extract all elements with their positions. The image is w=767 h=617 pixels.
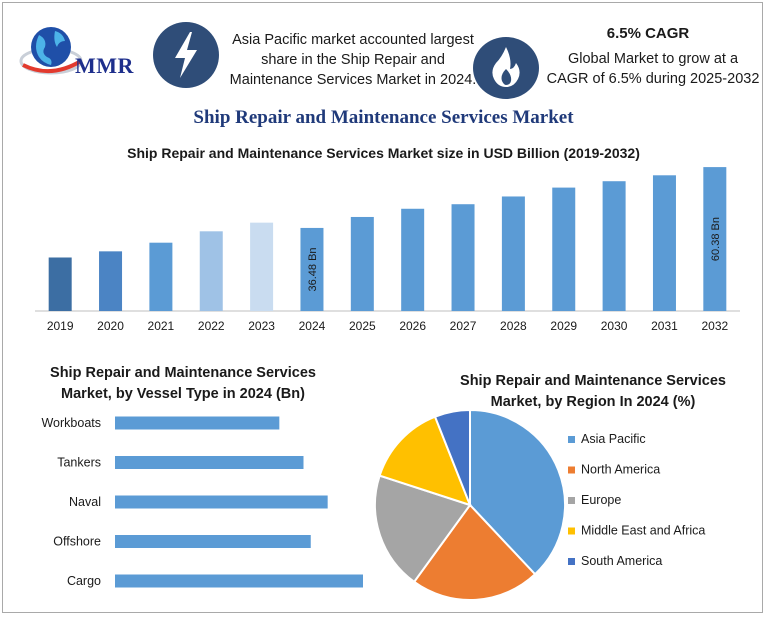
bar-2030 — [602, 181, 626, 311]
vessel-label-tankers: Tankers — [57, 456, 101, 470]
bar-2032 — [703, 167, 727, 311]
region-pie-chart: Asia Pacific North America Europe Middle Ea… — [374, 408, 705, 601]
highlight-line-2: share in the Ship Repair and — [261, 52, 445, 68]
legend-swatch-4 — [568, 558, 575, 565]
legend-label-middle-east-and-africa: Middle East and Africa — [581, 524, 705, 538]
lightning-bolt-icon — [153, 22, 219, 88]
legend-swatch-0 — [568, 436, 575, 443]
bar-2022 — [199, 231, 223, 311]
pie-slice-europe — [374, 474, 472, 584]
vessel-bar-tankers — [115, 456, 304, 469]
legend-label-europe: Europe — [581, 493, 621, 507]
pie-slice-north-america — [412, 503, 537, 601]
vessel-title-line-1: Ship Repair and Maintenance Services — [50, 365, 316, 381]
bar-2024 — [300, 227, 324, 311]
x-tick-2031: 2031 — [651, 319, 678, 333]
x-tick-2021: 2021 — [148, 319, 175, 333]
cagr-heading: 6.5% CAGR — [606, 25, 690, 42]
vessel-label-workboats: Workboats — [41, 416, 101, 430]
bar-2031 — [652, 175, 676, 311]
bar-2020 — [99, 251, 123, 311]
data-label-2024: 36.48 Bn — [307, 247, 319, 291]
data-label-2032: 60.38 Bn — [710, 217, 722, 261]
highlight-line-1: Asia Pacific market accounted largest — [232, 32, 474, 48]
vessel-label-cargo: Cargo — [67, 574, 101, 588]
bar-2025 — [350, 216, 374, 311]
globe-icon — [19, 27, 83, 75]
x-tick-2023: 2023 — [248, 319, 275, 333]
vessel-bar-offshore — [115, 535, 311, 548]
bar-2028 — [501, 196, 525, 311]
x-tick-2027: 2027 — [450, 319, 477, 333]
region-chart-title: Ship Repair and Maintenance Services Mar… — [433, 371, 753, 413]
x-tick-2026: 2026 — [399, 319, 426, 333]
vessel-label-naval: Naval — [69, 495, 101, 509]
x-tick-2029: 2029 — [550, 319, 577, 333]
legend-swatch-1 — [568, 466, 575, 474]
vessel-label-offshore: Offshore — [53, 535, 101, 549]
vessel-bar-cargo — [115, 574, 363, 588]
pie-slice-middle-east-and-africa — [378, 415, 472, 507]
x-tick-2025: 2025 — [349, 319, 376, 333]
legend-swatch-2 — [568, 497, 575, 504]
logo-text: MMR — [75, 53, 134, 78]
cagr-line-1: Global Market to grow at a — [567, 51, 739, 67]
bar-2021 — [149, 242, 173, 311]
region-title-line-1: Ship Repair and Maintenance Services — [460, 373, 726, 389]
market-size-bar-chart: 2019 2020 2021 2022 2023 2024 36.48 Bn 2025 2026… — [35, 167, 740, 333]
region-title-line-2: Market, by Region In 2024 (%) — [490, 394, 696, 410]
x-tick-2032: 2032 — [701, 319, 728, 333]
bar-2023 — [250, 222, 274, 311]
highlight-text: Asia Pacific market accounted largest sh… — [223, 30, 483, 90]
legend-label-asia-pacific: Asia Pacific — [581, 432, 646, 446]
legend-swatch-3 — [568, 527, 575, 535]
bar-chart-title: Ship Repair and Maintenance Services Mar… — [127, 145, 640, 161]
x-tick-2022: 2022 — [198, 319, 225, 333]
bar-2019 — [48, 257, 72, 311]
cagr-text: Global Market to grow at a CAGR of 6.5% … — [533, 49, 767, 89]
x-tick-2030: 2030 — [601, 319, 628, 333]
flame-icon — [473, 37, 539, 99]
legend-label-north-america: North America — [581, 463, 660, 477]
vessel-title-line-2: Market, by Vessel Type in 2024 (Bn) — [61, 386, 305, 402]
bar-2029 — [552, 187, 576, 311]
cagr-line-2: CAGR of 6.5% during 2025-2032 — [546, 71, 760, 87]
vessel-chart-title: Ship Repair and Maintenance Services Mar… — [23, 363, 343, 405]
x-tick-2019: 2019 — [47, 319, 74, 333]
legend-label-south-america: South America — [581, 554, 662, 568]
vessel-type-bar-chart: Workboats Tankers Naval Offshore Cargo — [41, 416, 363, 588]
main-title: Ship Repair and Maintenance Services Mar… — [193, 107, 574, 128]
highlight-line-3: Maintenance Services Market in 2024. — [229, 72, 477, 88]
bar-2026 — [401, 208, 425, 311]
pie-slice-south-america — [433, 408, 471, 506]
x-tick-2024: 2024 — [299, 319, 326, 333]
x-tick-2020: 2020 — [97, 319, 124, 333]
bar-2027 — [451, 204, 475, 311]
x-tick-2028: 2028 — [500, 319, 527, 333]
vessel-bar-naval — [115, 495, 328, 509]
pie-slice-asia-pacific — [469, 408, 566, 576]
vessel-bar-workboats — [115, 416, 280, 430]
